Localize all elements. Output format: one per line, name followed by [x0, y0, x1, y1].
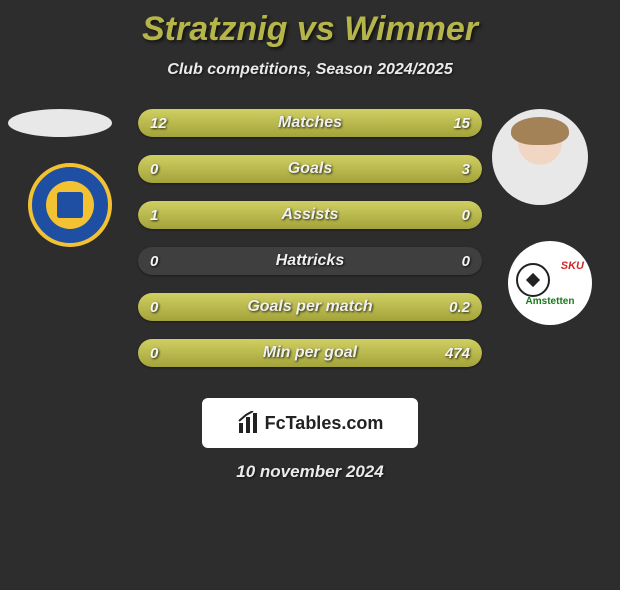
comparison-title: Stratznig vs Wimmer [0, 10, 620, 49]
stat-label: Matches [138, 109, 482, 137]
brand-text: FcTables.com [265, 413, 384, 434]
stat-row: 03Goals [138, 155, 482, 183]
comparison-subtitle: Club competitions, Season 2024/2025 [0, 61, 620, 79]
soccer-ball-icon [516, 263, 550, 297]
club-right-badge: SKU Amstetten [508, 241, 592, 325]
brand-footer: FcTables.com [202, 398, 418, 448]
stat-row: 1215Matches [138, 109, 482, 137]
stat-row: 0474Min per goal [138, 339, 482, 367]
stat-label: Min per goal [138, 339, 482, 367]
stat-bars: 1215Matches 03Goals 10Assists 00Hattricks 00… [138, 109, 482, 385]
stat-row: 00.2Goals per match [138, 293, 482, 321]
stat-label: Goals per match [138, 293, 482, 321]
club-right-badge-text: SKU [561, 261, 584, 272]
bar-chart-icon [237, 411, 261, 435]
player-left-avatar [8, 109, 112, 137]
snapshot-date: 10 november 2024 [0, 462, 620, 482]
stat-row: 10Assists [138, 201, 482, 229]
stat-label: Hattricks [138, 247, 482, 275]
stat-label: Assists [138, 201, 482, 229]
club-right-badge-sub: Amstetten [518, 296, 582, 307]
player-right-avatar [492, 109, 588, 205]
stat-label: Goals [138, 155, 482, 183]
stat-row: 00Hattricks [138, 247, 482, 275]
club-left-badge [28, 163, 112, 247]
